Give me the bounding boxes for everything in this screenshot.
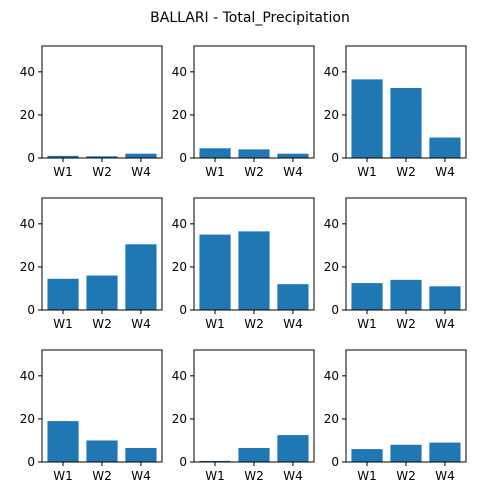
bar-w1 — [199, 235, 230, 310]
x-tick-label: W2 — [396, 317, 416, 331]
bar-w2 — [390, 280, 421, 310]
y-tick-label: 40 — [172, 217, 187, 231]
bar-w2 — [390, 445, 421, 462]
y-tick-label: 0 — [27, 455, 35, 469]
bar-w2 — [390, 88, 421, 158]
bar-w4 — [125, 448, 156, 462]
bar-w2 — [86, 276, 117, 310]
y-tick-label: 20 — [172, 108, 187, 122]
bar-w4 — [277, 435, 308, 462]
y-tick-label: 0 — [331, 455, 339, 469]
x-tick-label: W4 — [283, 317, 303, 331]
bar-w1 — [351, 283, 382, 310]
y-tick-label: 40 — [20, 65, 35, 79]
x-tick-label: W2 — [396, 165, 416, 179]
bar-w4 — [125, 244, 156, 310]
x-tick-label: W2 — [92, 165, 112, 179]
y-tick-label: 20 — [172, 412, 187, 426]
x-tick-label: W1 — [205, 469, 225, 483]
y-tick-label: 20 — [20, 412, 35, 426]
x-tick-label: W1 — [357, 165, 377, 179]
bar-w1 — [351, 449, 382, 462]
bar-w1 — [199, 148, 230, 158]
y-tick-label: 20 — [324, 412, 339, 426]
x-tick-label: W4 — [131, 469, 151, 483]
bar-w1 — [47, 421, 78, 462]
x-tick-label: W4 — [435, 165, 455, 179]
x-tick-label: W2 — [92, 469, 112, 483]
y-tick-label: 0 — [27, 303, 35, 317]
y-tick-label: 20 — [20, 260, 35, 274]
bar-w4 — [429, 286, 460, 310]
y-tick-label: 0 — [331, 151, 339, 165]
y-tick-label: 40 — [324, 65, 339, 79]
y-tick-label: 40 — [172, 369, 187, 383]
y-tick-label: 0 — [179, 455, 187, 469]
y-tick-label: 40 — [20, 217, 35, 231]
y-tick-label: 40 — [324, 217, 339, 231]
x-tick-label: W1 — [53, 469, 73, 483]
y-tick-label: 0 — [331, 303, 339, 317]
x-tick-label: W4 — [131, 165, 151, 179]
x-tick-label: W1 — [357, 469, 377, 483]
x-tick-label: W1 — [357, 317, 377, 331]
x-tick-label: W1 — [205, 165, 225, 179]
bar-w2 — [238, 149, 269, 158]
y-tick-label: 0 — [27, 151, 35, 165]
y-tick-label: 20 — [324, 108, 339, 122]
y-tick-label: 0 — [179, 303, 187, 317]
bar-w2 — [86, 440, 117, 462]
figure-title: BALLARI - Total_Precipitation — [150, 10, 350, 26]
x-tick-label: W1 — [53, 165, 73, 179]
bar-w2 — [238, 448, 269, 462]
bar-w4 — [429, 443, 460, 462]
x-tick-label: W2 — [244, 469, 264, 483]
y-tick-label: 0 — [179, 151, 187, 165]
x-tick-label: W2 — [92, 317, 112, 331]
y-tick-label: 20 — [172, 260, 187, 274]
bar-w4 — [429, 138, 460, 158]
bar-w1 — [351, 79, 382, 158]
x-tick-label: W4 — [435, 469, 455, 483]
x-tick-label: W2 — [244, 317, 264, 331]
x-tick-label: W4 — [435, 317, 455, 331]
y-tick-label: 20 — [20, 108, 35, 122]
bar-w4 — [125, 154, 156, 158]
x-tick-label: W2 — [396, 469, 416, 483]
x-tick-label: W1 — [205, 317, 225, 331]
x-tick-label: W4 — [283, 165, 303, 179]
y-tick-label: 20 — [324, 260, 339, 274]
x-tick-label: W4 — [283, 469, 303, 483]
bar-w4 — [277, 154, 308, 158]
y-tick-label: 40 — [172, 65, 187, 79]
x-tick-label: W2 — [244, 165, 264, 179]
y-tick-label: 40 — [20, 369, 35, 383]
bar-w1 — [47, 279, 78, 310]
x-tick-label: W4 — [131, 317, 151, 331]
x-tick-label: W1 — [53, 317, 73, 331]
bar-w4 — [277, 284, 308, 310]
y-tick-label: 40 — [324, 369, 339, 383]
bar-w2 — [238, 231, 269, 310]
